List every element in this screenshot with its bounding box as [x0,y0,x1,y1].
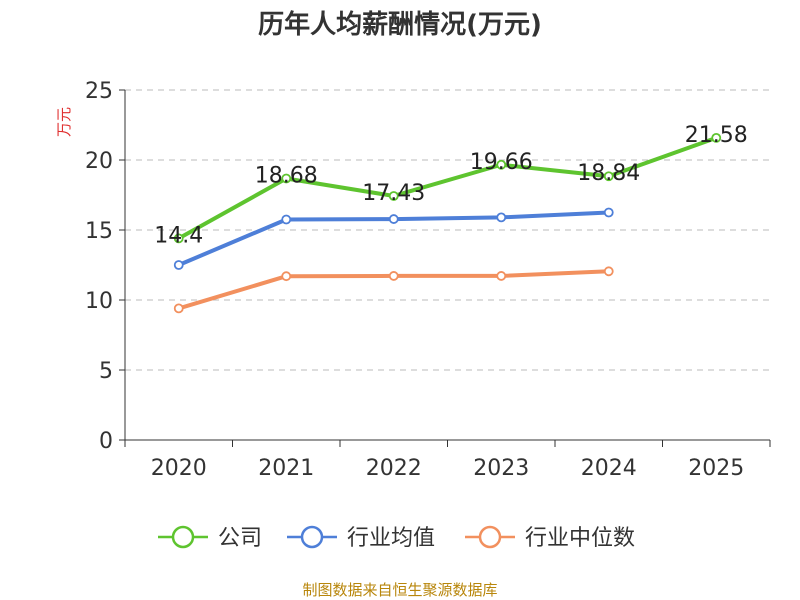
y-tick-label: 20 [85,149,113,174]
legend-item: 行业中位数 [465,525,635,551]
legend-label: 公司 [218,526,262,551]
x-tick-label: 2024 [581,456,637,481]
x-tick-label: 2022 [366,456,422,481]
data-point [496,159,507,170]
y-tick-label: 25 [85,79,113,104]
y-tick-label: 0 [99,429,113,454]
data-label: 19.66 [470,150,533,175]
series-line [177,135,717,241]
data-point [173,233,184,244]
data-point [496,271,507,281]
data-point [711,132,722,143]
data-point [281,271,292,282]
legend-marker [171,525,195,549]
y-axis-unit: 万元 [55,107,73,137]
series-0 [173,132,722,244]
gridlines [125,89,770,371]
data-point [388,271,399,281]
x-tick-label: 2021 [258,456,314,481]
y-tick-label: 15 [85,219,113,244]
chart-title: 历年人均薪酬情况(万元) [258,9,542,40]
data-point [173,260,184,270]
data-point [281,173,292,184]
data-point [603,266,614,277]
data-labels: 14.4 18.68 17.43 19.66 18.84 21.58 [154,123,747,249]
data-point [388,214,399,224]
legend-label: 行业中位数 [525,526,635,551]
data-label: 21.58 [685,123,748,148]
data-label: 17.43 [362,181,425,206]
data-point [173,303,184,314]
y-tick-label: 5 [99,359,113,384]
y-tick-label: 10 [85,289,113,314]
x-tick-label: 2020 [151,456,207,481]
data-point [281,214,292,225]
data-point [603,171,614,182]
data-label: 18.68 [255,163,318,188]
data-point [496,212,507,223]
data-point [603,207,614,218]
data-point [388,191,399,201]
series-layer [173,132,722,314]
legend-item: 公司 [158,525,262,551]
source-note: 制图数据来自恒生聚源数据库 [302,581,497,599]
series-2 [173,266,614,314]
series-1 [173,207,614,270]
legend-marker [478,525,502,549]
legend-label: 行业均值 [347,526,435,551]
legend-item: 行业均值 [287,525,435,551]
data-label: 18.84 [577,161,640,186]
legend-marker [300,525,324,549]
legend: 公司 行业均值 行业中位数 [158,525,635,551]
x-tick-label: 2025 [688,456,744,481]
x-tick-label: 2023 [473,456,529,481]
data-label: 14.4 [154,223,203,248]
